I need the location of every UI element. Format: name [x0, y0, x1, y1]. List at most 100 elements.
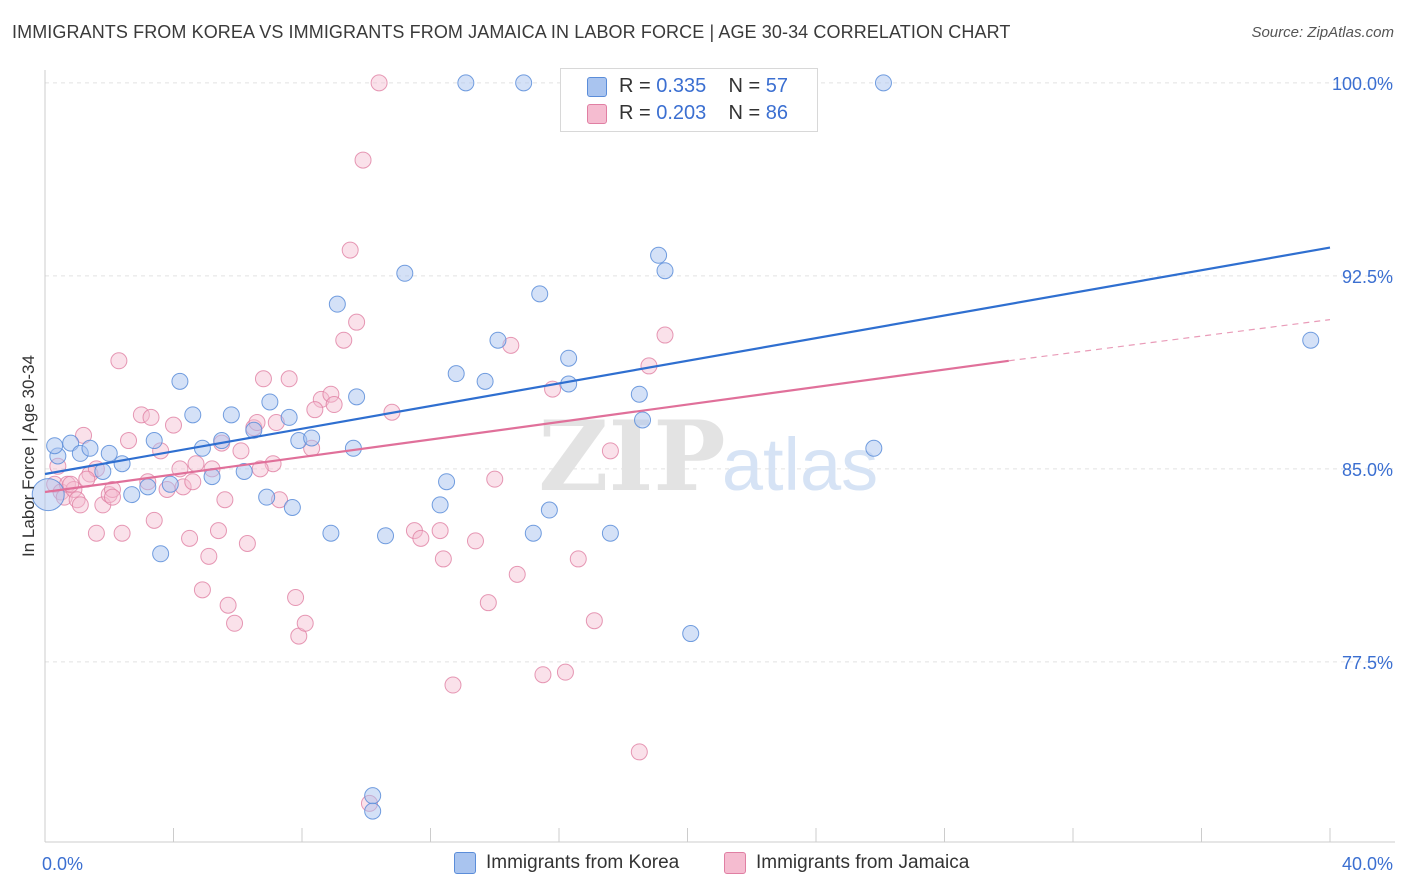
- jamaica-point: [200, 547, 218, 565]
- korea-trend-line: [44, 246, 1331, 476]
- korea-point: [476, 372, 494, 390]
- jamaica-trend-extension: [1008, 319, 1331, 362]
- korea-point: [171, 372, 189, 390]
- jamaica-point: [431, 522, 449, 540]
- korea-point: [213, 432, 231, 450]
- correlation-legend: R = 0.335 N = 57 R = 0.203 N = 86: [560, 68, 818, 132]
- korea-point: [364, 802, 382, 820]
- jamaica-point: [296, 614, 314, 632]
- korea-legend-swatch: [454, 852, 476, 874]
- jamaica-point: [479, 594, 497, 612]
- korea-point: [524, 524, 542, 542]
- korea-point: [322, 524, 340, 542]
- jamaica-legend-label: Immigrants from Jamaica: [756, 852, 970, 873]
- korea-point: [235, 462, 253, 480]
- korea-point: [139, 478, 157, 496]
- jamaica-point: [120, 432, 138, 450]
- korea-legend-label: Immigrants from Korea: [486, 852, 680, 873]
- korea-point: [31, 478, 65, 512]
- korea-point: [447, 365, 465, 383]
- y-tick-label: 85.0%: [1342, 460, 1393, 480]
- jamaica-legend-swatch: [724, 852, 746, 874]
- jamaica-point: [280, 370, 298, 388]
- korea-point: [457, 74, 475, 92]
- jamaica-point: [322, 385, 340, 403]
- korea-point: [489, 331, 507, 349]
- korea-point: [280, 408, 298, 426]
- korea-point: [874, 74, 892, 92]
- jamaica-point: [341, 241, 359, 259]
- jamaica-point: [585, 612, 603, 630]
- jamaica-point: [412, 529, 430, 547]
- jamaica-point: [238, 534, 256, 552]
- korea-point: [113, 455, 131, 473]
- jamaica-r-value: 0.203: [656, 102, 707, 124]
- jamaica-point: [354, 151, 372, 169]
- korea-point: [531, 285, 549, 303]
- jamaica-point: [226, 614, 244, 632]
- jamaica-point: [486, 470, 504, 488]
- korea-point: [161, 475, 179, 493]
- jamaica-point: [556, 663, 574, 681]
- korea-r-value: 0.335: [656, 75, 707, 97]
- korea-point: [560, 375, 578, 393]
- korea-point: [81, 439, 99, 457]
- korea-point: [601, 524, 619, 542]
- watermark-zip: ZIP: [538, 400, 725, 513]
- jamaica-point: [219, 596, 237, 614]
- korea-point: [650, 246, 668, 264]
- jamaica-point: [145, 511, 163, 529]
- y-tick-label: 100.0%: [1332, 74, 1393, 94]
- axes: [44, 70, 1395, 843]
- jamaica-point: [434, 550, 452, 568]
- jamaica-point: [71, 496, 89, 514]
- y-axis-label: In Labor Force | Age 30-34: [19, 355, 38, 557]
- jamaica-point: [165, 416, 182, 434]
- jamaica-point: [216, 491, 234, 509]
- korea-point: [152, 545, 170, 563]
- jamaica-point: [87, 524, 105, 542]
- y-tick-label: 77.5%: [1342, 653, 1393, 673]
- legend-n-label: N =: [728, 75, 761, 97]
- jamaica-point: [209, 522, 227, 540]
- korea-point: [431, 496, 449, 514]
- jamaica-point: [103, 488, 121, 506]
- jamaica-swatch: [587, 104, 607, 124]
- jamaica-point: [325, 396, 343, 414]
- source-label: Source: ZipAtlas.com: [1251, 24, 1394, 41]
- jamaica-point: [534, 666, 552, 684]
- legend-r-label: R =: [619, 102, 651, 124]
- jamaica-point: [348, 313, 366, 331]
- korea-point: [396, 264, 414, 282]
- korea-point: [145, 432, 163, 450]
- jamaica-point: [466, 532, 484, 550]
- jamaica-point: [181, 529, 199, 547]
- jamaica-trend-line: [44, 359, 1009, 494]
- jamaica-point: [132, 406, 150, 424]
- jamaica-point: [569, 550, 587, 568]
- x-tick-label-max: 40.0%: [1342, 854, 1393, 874]
- jamaica-point: [232, 442, 250, 460]
- chart-title: IMMIGRANTS FROM KOREA VS IMMIGRANTS FROM…: [12, 22, 1011, 42]
- korea-point: [634, 411, 652, 429]
- jamaica-point: [656, 326, 674, 344]
- korea-n-value: 57: [765, 75, 789, 97]
- korea-point: [303, 429, 321, 447]
- korea-point: [283, 498, 301, 516]
- korea-point: [560, 349, 578, 367]
- jamaica-point: [508, 565, 526, 583]
- korea-point: [364, 787, 382, 805]
- jamaica-point: [306, 401, 324, 419]
- series-korea-points: [31, 74, 1320, 820]
- jamaica-point: [184, 473, 202, 491]
- jamaica-point: [110, 352, 128, 370]
- jamaica-n-value: 86: [765, 102, 789, 124]
- korea-point: [46, 437, 64, 455]
- jamaica-point: [100, 486, 118, 504]
- y-tick-label: 92.5%: [1342, 267, 1393, 287]
- korea-point: [261, 393, 279, 411]
- y-tick-labels: 77.5% 85.0% 92.5% 100.0%: [1332, 74, 1393, 673]
- korea-point: [865, 439, 883, 457]
- watermark-atlas: atlas: [722, 423, 878, 506]
